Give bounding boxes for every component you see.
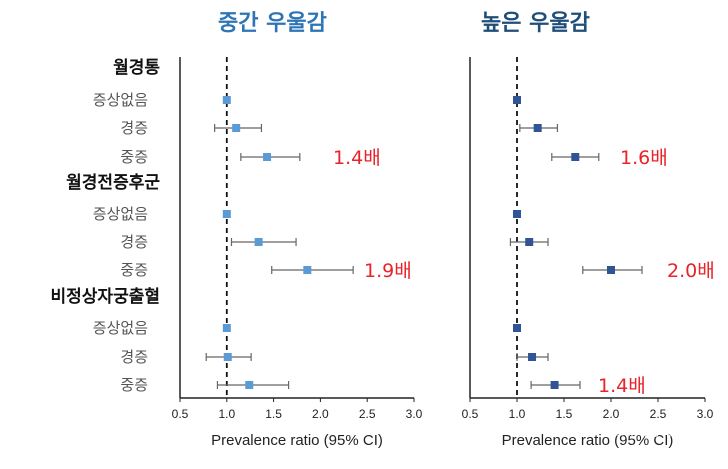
point-marker [245, 381, 254, 389]
row-label: 경증 [120, 119, 148, 137]
ratio-annotation: 2.0배 [667, 260, 715, 282]
point-marker [513, 210, 521, 218]
point-marker [513, 96, 521, 104]
point-marker [222, 210, 231, 218]
group-label: 월경전증후군 [66, 172, 160, 193]
point-marker [232, 124, 241, 132]
group-label: 월경통 [113, 58, 160, 78]
ratio-annotation: 1.4배 [598, 375, 646, 397]
x-tick-label: 0.5 [462, 407, 479, 421]
point-marker [222, 324, 231, 332]
ratio-annotation: 1.4배 [333, 147, 381, 169]
x-tick-label: 2.5 [359, 407, 376, 421]
x-tick-label: 2.0 [603, 407, 620, 421]
point-marker [263, 153, 272, 161]
x-tick-label: 1.5 [556, 407, 573, 421]
row-label: 증상없음 [93, 319, 148, 337]
row-label: 증상없음 [93, 205, 148, 223]
point-marker [222, 96, 231, 104]
x-tick-label: 1.0 [218, 407, 235, 421]
row-label: 경증 [120, 233, 148, 251]
point-marker [528, 353, 537, 361]
point-marker [550, 381, 559, 389]
chart-title: 중간 우울감 [218, 11, 327, 36]
panel-moderate-depression: 중간 우울감 0.5 1.0 1.5 2.0 2.5 3.0 Prevalence ratio… [172, 11, 423, 449]
group-label: 비정상자궁출혈 [51, 286, 160, 307]
x-tick-label: 0.5 [172, 407, 189, 421]
row-label: 증상없음 [93, 91, 148, 109]
ratio-annotation: 1.9배 [364, 260, 412, 282]
x-tick-label: 1.0 [509, 407, 526, 421]
point-marker [254, 238, 263, 246]
x-tick-label: 3.0 [406, 407, 423, 421]
x-tick-label: 1.5 [265, 407, 282, 421]
x-tick-label: 3.0 [697, 407, 714, 421]
point-marker [223, 353, 232, 361]
point-marker [571, 153, 580, 161]
point-marker [513, 324, 521, 332]
chart-title: 높은 우울감 [481, 11, 590, 36]
point-marker [607, 266, 615, 274]
row-label: 경증 [120, 348, 148, 366]
point-marker [533, 124, 542, 132]
row-label: 중증 [120, 148, 148, 166]
x-tick-label: 2.0 [312, 407, 329, 421]
ratio-annotation: 1.6배 [620, 147, 668, 169]
row-label: 중증 [120, 261, 148, 279]
watermark-layer: 브릿지경제 [612, 425, 672, 440]
point-marker [303, 266, 312, 274]
x-axis-label: Prevalence ratio (95% CI) [502, 432, 674, 449]
x-axis-label: Prevalence ratio (95% CI) [211, 432, 383, 449]
watermark-text: 브릿지경제 [612, 425, 672, 440]
panel-high-depression: 높은 우울감 0.5 1.0 1.5 2.0 2.5 3.0 Prevalence ratio… [462, 11, 715, 449]
point-marker [525, 238, 534, 246]
x-tick-label: 2.5 [650, 407, 667, 421]
row-label: 중증 [120, 376, 148, 394]
